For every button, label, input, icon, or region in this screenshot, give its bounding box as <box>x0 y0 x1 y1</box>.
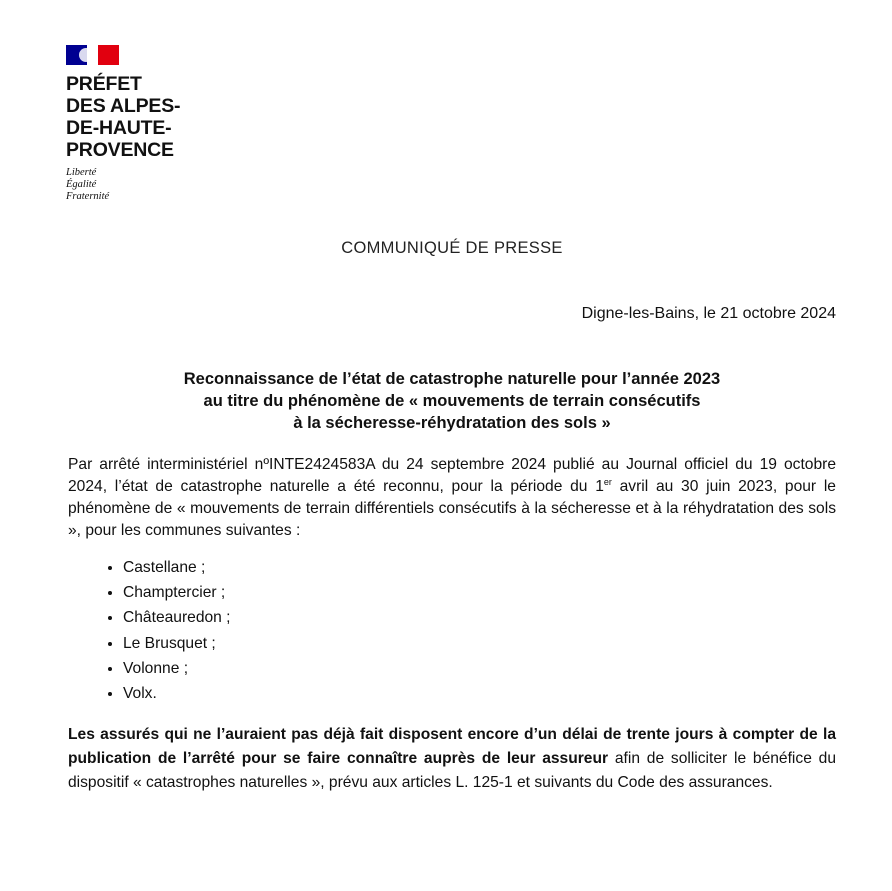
list-item: Châteauredon ; <box>123 605 231 630</box>
motto-line: Égalité <box>66 179 97 190</box>
republic-motto: Liberté Égalité Fraternité <box>66 167 180 203</box>
intro-paragraph: Par arrêté interministériel nºINTE242458… <box>68 454 836 542</box>
title-line: à la sécheresse-réhydratation des sols » <box>293 414 611 432</box>
logo-line: DES ALPES- <box>66 95 181 117</box>
closing-text: afin de solliciter le bénéfice du dispos… <box>68 750 836 791</box>
motto-line: Liberté <box>66 167 97 178</box>
list-item: Volx. <box>123 681 231 706</box>
closing-bold-text: Les assurés qui ne l’auraient pas déjà f… <box>68 726 836 767</box>
intro-text: Par arrêté interministériel nºINTE242458… <box>68 456 836 495</box>
document-type: COMMUNIQUÉ DE PRESSE <box>341 239 563 257</box>
logo-line: DE-HAUTE- <box>66 117 172 139</box>
motto-line: Fraternité <box>66 191 110 202</box>
list-item: Le Brusquet ; <box>123 631 231 656</box>
communes-list: Castellane ; Champtercier ; Châteauredon… <box>68 555 231 706</box>
press-release-title: Reconnaissance de l’état de catastrophe … <box>60 368 844 434</box>
list-item: Castellane ; <box>123 555 231 580</box>
logo-line: PROVENCE <box>66 139 174 161</box>
logo-line: PRÉFET <box>66 73 142 95</box>
list-item: Volonne ; <box>123 656 231 681</box>
list-item: Champtercier ; <box>123 580 231 605</box>
prefecture-name: PRÉFET DES ALPES- DE-HAUTE- PROVENCE <box>66 73 180 161</box>
prefecture-logo: PRÉFET DES ALPES- DE-HAUTE- PROVENCE Lib… <box>66 45 180 203</box>
intro-text: avril au 30 juin 2023, pour le phénomène… <box>68 478 836 539</box>
place-date: Digne-les-Bains, le 21 octobre 2024 <box>581 305 836 322</box>
marianne-flag-icon <box>66 45 119 65</box>
title-line: au titre du phénomène de « mouvements de… <box>203 392 701 410</box>
closing-paragraph: Les assurés qui ne l’auraient pas déjà f… <box>68 723 836 795</box>
title-line: Reconnaissance de l’état de catastrophe … <box>183 370 721 388</box>
ordinal-superscript: er <box>603 476 612 487</box>
